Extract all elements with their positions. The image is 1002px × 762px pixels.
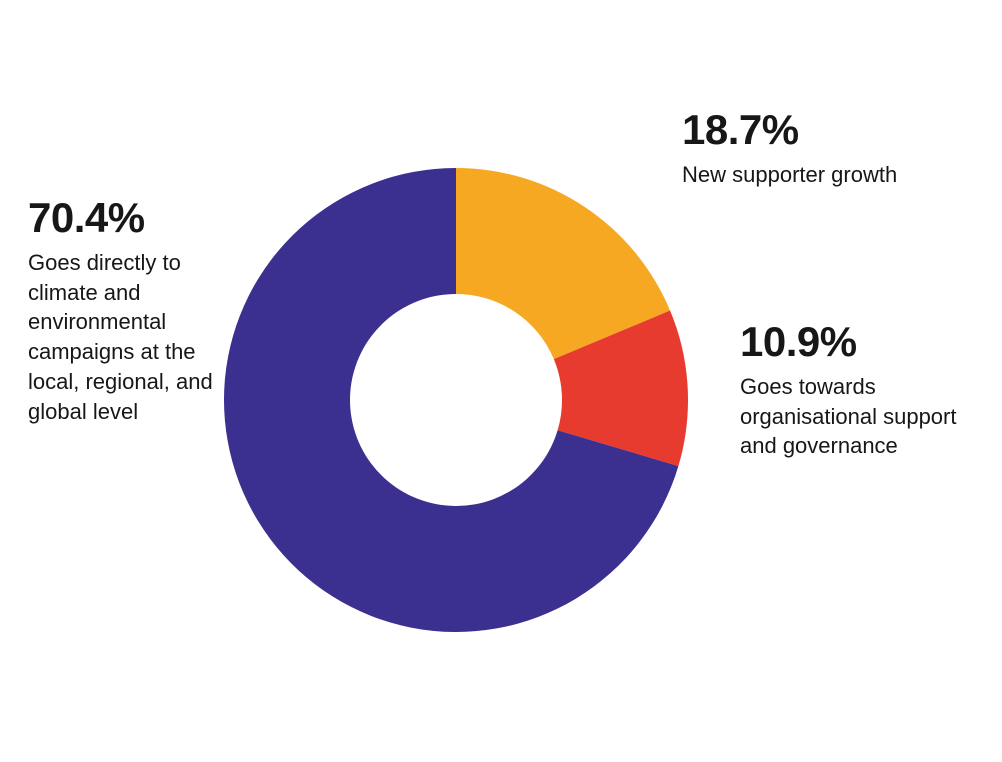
label-climate-campaigns: 70.4% Goes directly to climate and envir… xyxy=(28,196,228,426)
label-desc: Goes towards organisational support and … xyxy=(740,372,960,461)
chart-stage: 18.7% New supporter growth 10.9% Goes to… xyxy=(0,0,1002,762)
label-pct: 70.4% xyxy=(28,196,228,240)
label-new-supporter-growth: 18.7% New supporter growth xyxy=(682,108,922,190)
label-pct: 10.9% xyxy=(740,320,960,364)
donut-chart xyxy=(224,168,688,632)
label-pct: 18.7% xyxy=(682,108,922,152)
donut-svg xyxy=(224,168,688,632)
label-desc: New supporter growth xyxy=(682,160,922,190)
label-org-support: 10.9% Goes towards organisational suppor… xyxy=(740,320,960,461)
label-desc: Goes directly to climate and environment… xyxy=(28,248,228,426)
